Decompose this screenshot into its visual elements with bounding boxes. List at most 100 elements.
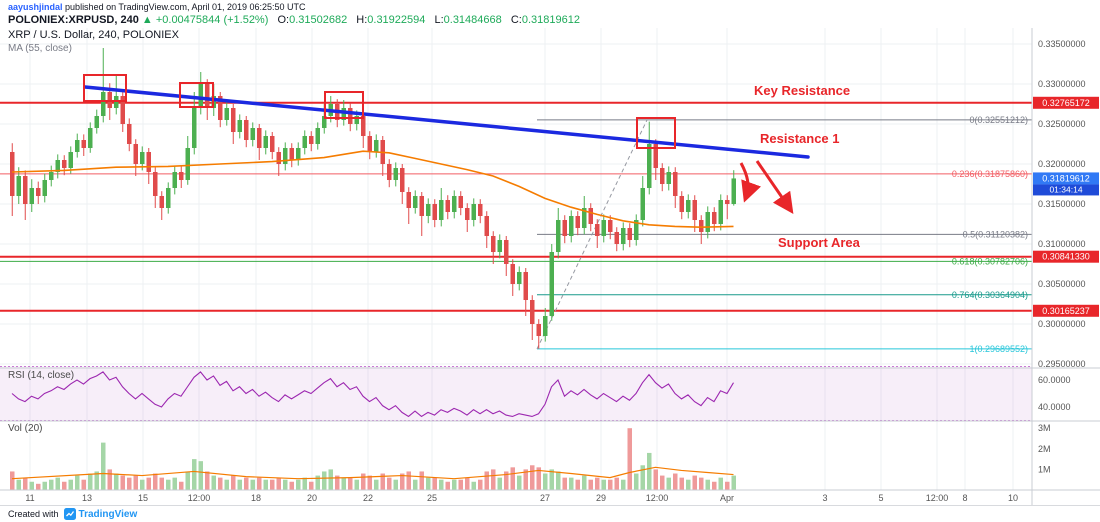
- volume-bar: [88, 473, 93, 490]
- candle-body: [705, 212, 710, 232]
- highlight-box: [324, 91, 364, 119]
- candle-body: [29, 188, 34, 204]
- volume-legend: Vol (20): [8, 423, 43, 434]
- time-axis-label: 8: [962, 493, 967, 503]
- time-axis-label: 11: [25, 493, 34, 503]
- fib-label: 0.236(0.31875860): [952, 169, 1028, 179]
- candle-body: [432, 204, 437, 220]
- volume-bar: [237, 479, 242, 490]
- volume-bar: [660, 475, 665, 490]
- volume-bar: [517, 475, 522, 490]
- time-axis-label: 22: [363, 493, 373, 503]
- volume-bar: [588, 479, 593, 490]
- candle-body: [192, 108, 197, 148]
- tradingview-brand-link[interactable]: TradingView: [63, 508, 137, 520]
- candle-body: [452, 196, 457, 212]
- volume-bar: [530, 465, 535, 490]
- candle-body: [36, 188, 41, 196]
- volume-bar: [218, 477, 223, 490]
- descending-trendline[interactable]: [83, 85, 810, 159]
- volume-bar: [49, 479, 54, 490]
- volume-bar: [608, 479, 613, 490]
- candle-body: [413, 196, 418, 208]
- fib-label: 1(0.29689552): [969, 344, 1028, 354]
- open-label: O:: [277, 14, 290, 26]
- volume-bar: [458, 479, 463, 490]
- volume-bar: [328, 469, 333, 490]
- volume-bar: [367, 475, 372, 490]
- level-price-tag: [1033, 96, 1099, 109]
- volume-bar: [36, 483, 41, 490]
- volume-bar: [536, 467, 541, 490]
- candle-body: [608, 220, 613, 232]
- volume-bar: [354, 479, 359, 490]
- candle-body: [575, 216, 580, 228]
- level-price-tag: [1033, 304, 1099, 317]
- highlight-box: [83, 74, 127, 102]
- candle-body: [517, 272, 522, 284]
- candle-body: [504, 240, 509, 264]
- candle-body: [224, 108, 229, 120]
- candle-body: [179, 172, 184, 180]
- low-label: L:: [434, 14, 444, 26]
- level-price-tag: [1033, 250, 1099, 263]
- volume-bar: [179, 481, 184, 490]
- volume-axis-label: 1M: [1038, 464, 1051, 474]
- volume-bar: [263, 479, 268, 490]
- price-axis[interactable]: 0.33500000 0.33000000 0.32500000 0.32000000…: [1038, 39, 1086, 474]
- candle-body: [23, 176, 28, 204]
- volume-axis-label: 2M: [1038, 444, 1051, 454]
- candle-body: [55, 160, 60, 172]
- fib-retracement: 0(0.32551212) 0.236(0.31875860) 0.5(0.3112…: [0, 115, 1032, 354]
- ma-legend: MA (55, close): [8, 43, 72, 54]
- drawn-arrow: [739, 162, 761, 203]
- volume-bar: [387, 477, 392, 490]
- candle-body: [393, 168, 398, 180]
- bar-countdown-tag: [1033, 184, 1099, 196]
- publish-header: aayushjindal published on TradingView.co…: [8, 2, 306, 12]
- time-axis[interactable]: 11 13 15 12:00 18 20 22 25 27 29 12:00 Apr 3 5 12:00 8 1…: [25, 493, 1018, 503]
- rsi-line: [11, 371, 734, 418]
- candle-body: [250, 128, 255, 140]
- candle-body: [341, 108, 346, 120]
- candle-body: [484, 216, 489, 236]
- fib-label: 0.764(0.30364904): [952, 290, 1028, 300]
- volume-bar: [569, 477, 574, 490]
- author-link[interactable]: aayushjindal: [8, 2, 63, 12]
- volume-bar: [283, 479, 288, 490]
- volume-bar: [205, 471, 210, 490]
- candle-body: [731, 178, 736, 204]
- candle-body: [361, 116, 366, 136]
- annotation-support-area: Support Area: [778, 235, 860, 250]
- annotation-resistance-1: Resistance 1: [760, 131, 840, 146]
- candle-body: [627, 228, 632, 240]
- volume-bar: [10, 471, 15, 490]
- candle-body: [94, 116, 99, 128]
- candle-body: [276, 152, 281, 164]
- volume-bar: [406, 471, 411, 490]
- time-axis-label: 12:00: [926, 493, 949, 503]
- candle-body: [653, 144, 658, 168]
- candle-body: [660, 168, 665, 184]
- volume-bar: [718, 477, 723, 490]
- volume-bar: [348, 477, 353, 490]
- candle-body: [458, 196, 463, 208]
- ma55-line: [11, 150, 734, 229]
- candle-body: [166, 188, 171, 208]
- volume-axis-label: 3M: [1038, 423, 1051, 433]
- time-axis-label: 18: [251, 493, 261, 503]
- volume-bar: [647, 452, 652, 490]
- candle-body: [536, 324, 541, 336]
- candle-body: [471, 204, 476, 220]
- price-axis-label: 0.33000000: [1038, 79, 1086, 89]
- volume-bar: [29, 481, 34, 490]
- candle-body: [595, 224, 600, 236]
- candle-body: [244, 120, 249, 140]
- volume-bar: [374, 479, 379, 490]
- candle-body: [354, 116, 359, 124]
- candle-body: [712, 212, 717, 224]
- candle-body: [289, 148, 294, 160]
- volume-bar: [432, 477, 437, 490]
